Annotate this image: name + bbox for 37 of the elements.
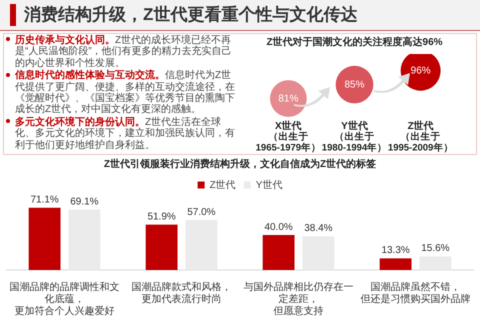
bar bbox=[302, 236, 334, 270]
bar bbox=[262, 235, 295, 270]
text: （出生于1980-1994年） bbox=[322, 132, 388, 154]
category-label: Z世代 bbox=[408, 120, 434, 132]
x-tick-label: 国潮品牌款式和风格，更加代表流行时尚 bbox=[132, 280, 232, 305]
data-label: 51.9% bbox=[147, 211, 176, 222]
text: 历史传承与文化认同。Z世代的成长环境已经不再是“人民温饱阶段”，他们有更多的精力去充实自己的内心世界和个性发展。 bbox=[14, 35, 233, 69]
data-label: 38.4% bbox=[304, 223, 333, 234]
data-label: 69.1% bbox=[70, 196, 99, 208]
text: Z世代对于国潮文化的关注程度高达96% bbox=[266, 36, 443, 48]
bar bbox=[185, 220, 218, 270]
x-tick-label: 国潮品牌虽然不错，但还是习惯购买国外品牌 bbox=[360, 280, 470, 305]
bar bbox=[146, 224, 178, 270]
legend-label: Z世代 bbox=[210, 178, 236, 191]
text: 消费结构升级，Z世代更看重个性与文化传达 bbox=[24, 4, 358, 26]
bar bbox=[28, 208, 61, 270]
chart-title: Z世代引领服装行业消费结构升级，文化自信成为Z世代的标签 bbox=[104, 158, 376, 170]
bar bbox=[380, 258, 412, 270]
data-label: 40.0% bbox=[264, 222, 293, 233]
category-label: Y世代 bbox=[341, 120, 368, 132]
data-label: 96% bbox=[410, 65, 431, 76]
text: 信息时代的感性体验与互动交流。信息时代为Z世代提供了更广阔、便捷、多样的互动交流途径，在《觉醒时代》、《国宝档案》等优秀节目的熏陶下成长的Z世代，对中国文化有更深的感触。 bbox=[14, 70, 236, 116]
bar bbox=[68, 210, 100, 270]
text: （出生于1995-2009年） bbox=[388, 132, 454, 154]
bar bbox=[419, 256, 452, 270]
legend-label: Y世代 bbox=[256, 178, 282, 191]
data-label: 71.1% bbox=[30, 194, 59, 206]
category-label: X世代 bbox=[275, 120, 302, 132]
data-label: 13.3% bbox=[381, 245, 410, 256]
data-label: 85% bbox=[344, 79, 365, 90]
x-tick-label: 与国外品牌相比仍存在一定差距，但愿意支持 bbox=[244, 280, 354, 317]
data-label: 81% bbox=[278, 93, 298, 104]
x-tick-label: 国潮品牌的品牌调性和文化底蕴，更加符合个人兴趣爱好 bbox=[10, 280, 120, 317]
data-label: 15.6% bbox=[421, 243, 450, 254]
data-label: 57.0% bbox=[187, 206, 216, 218]
text: （出生于1965-1979年） bbox=[256, 132, 322, 154]
text: 多元文化环境下的身份认同。Z世代生活在全球化、多元文化的环境下，建立和加强民族认同，有利于他们更好地维护自身利益。 bbox=[14, 116, 236, 152]
